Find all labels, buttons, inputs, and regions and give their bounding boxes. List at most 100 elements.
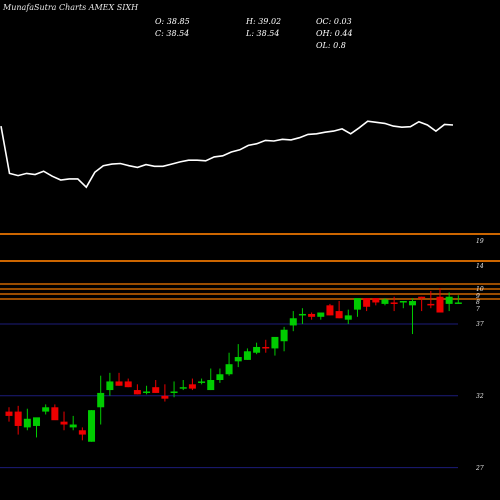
candlestick-series: [5, 288, 462, 442]
candle-body: [262, 346, 270, 349]
upper-line-plot: [0, 120, 454, 189]
y-tick-label: 7: [476, 306, 480, 313]
candle-body: [97, 392, 105, 408]
candle-body: [243, 351, 251, 360]
candle-body: [188, 384, 196, 389]
candle-body: [78, 430, 86, 435]
candle: [42, 404, 50, 415]
candle-body: [152, 387, 160, 393]
candle: [390, 296, 398, 312]
candle: [308, 312, 316, 320]
y-tick-label: 27: [475, 465, 484, 472]
candle-body: [399, 301, 407, 303]
candle-body: [115, 381, 123, 386]
candle: [381, 298, 389, 306]
candle: [88, 410, 96, 442]
candle-body: [418, 296, 426, 299]
candle: [335, 301, 343, 319]
y-tick-label: 32: [476, 393, 484, 400]
candle-body: [335, 311, 343, 319]
candle-body: [124, 381, 132, 388]
high-value: H: 39.02: [246, 17, 282, 26]
candle: [326, 303, 334, 316]
candle: [207, 368, 215, 391]
candle: [106, 372, 114, 396]
candle: [436, 288, 444, 313]
candle: [143, 385, 151, 395]
candle: [445, 292, 453, 312]
candle-body: [23, 418, 31, 428]
candle-body: [207, 380, 215, 391]
chart-watermark: MunafaSutra Charts AMEX SIXH: [3, 3, 139, 12]
candle: [234, 344, 242, 368]
candle: [280, 326, 288, 352]
candle: [179, 380, 187, 391]
candle: [133, 384, 141, 395]
candle-body: [280, 329, 288, 342]
candle-body: [344, 315, 352, 320]
candle-body: [298, 313, 306, 316]
candle: [161, 384, 169, 402]
candle: [363, 298, 371, 312]
price-line: [0, 120, 454, 189]
candle-body: [60, 421, 68, 425]
candle: [124, 378, 132, 388]
open-value: O: 38.85: [155, 17, 190, 26]
candle: [243, 348, 251, 360]
candle-body: [161, 395, 169, 399]
candle: [454, 295, 462, 304]
candle: [289, 311, 297, 332]
candle: [344, 309, 352, 324]
candle: [33, 417, 41, 438]
candle: [78, 427, 86, 441]
candle: [262, 339, 270, 353]
candle-body: [253, 346, 261, 353]
candle-body: [445, 296, 453, 304]
candle: [115, 372, 123, 386]
candle-body: [225, 364, 233, 375]
candle: [353, 298, 361, 317]
candle-body: [88, 410, 96, 442]
candle-body: [454, 302, 462, 304]
y-tick-label: 9: [476, 293, 480, 300]
candle: [253, 342, 261, 355]
candle: [198, 378, 206, 385]
candle: [97, 375, 105, 425]
y-tick-label: 10: [476, 286, 484, 293]
candle-body: [216, 374, 224, 381]
candle-body: [133, 390, 141, 395]
candle-body: [390, 302, 398, 304]
candle: [418, 296, 426, 312]
candle-body: [5, 411, 13, 416]
candle: [372, 298, 380, 306]
candle-body: [326, 305, 334, 316]
candle-body: [106, 381, 114, 391]
candle: [317, 312, 325, 320]
y-tick-label: 14: [476, 263, 484, 270]
candle-body: [143, 391, 151, 393]
y-tick-label: 37: [476, 321, 484, 328]
candle: [60, 411, 68, 431]
candle: [23, 408, 31, 431]
candle-body: [170, 391, 178, 393]
candle-body: [14, 411, 22, 426]
candle: [51, 404, 59, 421]
candle-body: [308, 313, 316, 317]
candle-body: [436, 296, 444, 313]
candle-body: [179, 387, 187, 389]
candle: [271, 336, 279, 356]
low-value: L: 38.54: [246, 29, 280, 38]
candle: [298, 308, 306, 324]
candle-body: [289, 318, 297, 326]
candle-body: [198, 381, 206, 383]
candle-body: [42, 407, 50, 412]
candle-body: [372, 298, 380, 303]
candle-body: [69, 424, 77, 428]
oh-value: OH: 0.44: [316, 29, 353, 38]
candle-body: [317, 312, 325, 317]
candle-body: [353, 298, 361, 310]
close-value: C: 38.54: [155, 29, 190, 38]
candle: [5, 407, 13, 422]
